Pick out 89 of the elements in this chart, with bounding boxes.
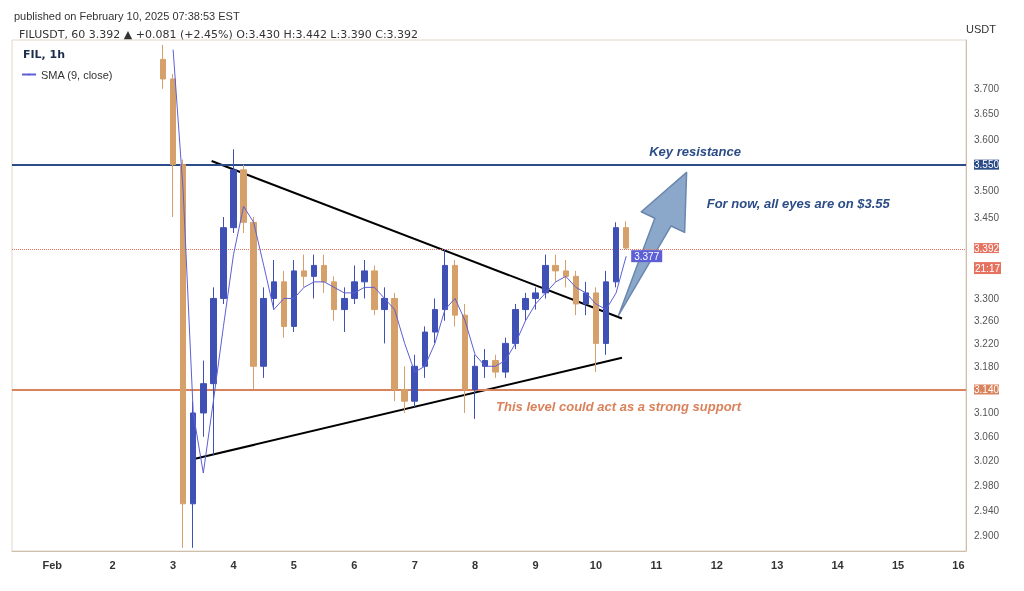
- y-tick-label: 2.980: [974, 479, 1000, 491]
- candlestick: [180, 159, 186, 549]
- candlestick: [613, 221, 619, 288]
- candlestick: [593, 286, 599, 373]
- candlestick: [210, 286, 217, 456]
- candlestick: [230, 148, 237, 234]
- candlestick: [472, 354, 478, 420]
- candlestick: [462, 303, 468, 414]
- candlestick: [573, 270, 579, 316]
- candlestick: [341, 286, 348, 333]
- candlestick: [542, 254, 549, 299]
- x-tick-label: 13: [771, 558, 784, 571]
- candlestick: [552, 254, 559, 283]
- y-tick-label: 3.220: [974, 337, 1000, 349]
- data-label: 3.377: [634, 250, 660, 262]
- candlestick: [391, 292, 398, 402]
- candlestick: [482, 348, 488, 379]
- candlestick: [623, 220, 629, 250]
- candlestick: [422, 325, 428, 379]
- x-tick-label: 7: [411, 558, 418, 571]
- candlestick: [240, 164, 247, 234]
- legend-label: SMA (9, close): [41, 68, 113, 81]
- y-tick-label: 3.260: [974, 315, 1000, 327]
- ref-line-label: Key resistance: [649, 143, 741, 159]
- x-tick-label: Feb: [42, 558, 63, 571]
- candlestick: [512, 303, 519, 350]
- y-tick-label: 3.700: [974, 83, 1000, 95]
- x-tick-label: 3: [170, 558, 177, 571]
- annotation: For now, all eyes are on $3.55: [706, 196, 891, 212]
- candlestick: [281, 270, 287, 339]
- y-tick-label: 2.940: [974, 504, 1000, 516]
- y-tick-label: 3.550: [974, 159, 1000, 171]
- y-tick-label: 3.140: [974, 383, 1000, 395]
- x-tick-label: 4: [230, 558, 238, 571]
- candlestick: [442, 248, 448, 322]
- y-tick-label: 3.500: [974, 185, 1000, 197]
- ref-line-label: This level could act as a strong support: [496, 399, 742, 415]
- candlestick: [401, 365, 408, 414]
- text: 21:17: [975, 262, 1001, 274]
- candlestick: [432, 297, 438, 344]
- x-tick-label: 12: [710, 558, 723, 571]
- y-tick-label: 3.020: [974, 455, 1000, 467]
- x-tick-label: 5: [290, 558, 297, 571]
- y-tick-label: 3.060: [974, 431, 1000, 443]
- y-tick-label: 3.392: [974, 242, 1000, 254]
- candlestick: [351, 264, 358, 305]
- candlestick: [200, 360, 207, 438]
- x-tick-label: 8: [472, 558, 479, 571]
- candlestick: [250, 216, 257, 390]
- y-tick-label: 3.650: [974, 108, 1000, 120]
- candlestick: [371, 264, 378, 316]
- candlestick: [170, 73, 176, 218]
- y-tick-label: 3.600: [974, 133, 1000, 145]
- x-tick-label: 6: [351, 558, 358, 571]
- x-tick-label: 14: [831, 558, 845, 571]
- text: published on February 10, 2025 07:38:53 EST: [14, 9, 240, 22]
- y-tick-label: 3.300: [974, 292, 1000, 304]
- chart-subtitle: FILUSDT, 60 3.392 ▲ +0.081 (+2.45%) O:3.430 H:3.442 L:3.390 C:3.392: [19, 28, 419, 41]
- candlestick: [603, 270, 609, 356]
- candlestick: [331, 275, 337, 322]
- y-tick-label: 3.450: [974, 211, 1000, 223]
- candlestick: [532, 286, 539, 311]
- candlestick: [563, 259, 569, 288]
- text: FIL, 1h: [23, 48, 66, 61]
- x-tick-label: 11: [650, 558, 663, 571]
- candlestick: [411, 354, 418, 408]
- y-tick-label: 3.100: [974, 407, 1000, 419]
- candlestick: [522, 292, 529, 322]
- x-tick-label: 10: [589, 558, 603, 571]
- candlestick: [583, 281, 589, 316]
- candlestick: [502, 337, 509, 379]
- candlestick: [361, 259, 368, 299]
- y-tick-label: 2.900: [974, 529, 1000, 541]
- candlestick: [291, 259, 297, 333]
- candlestick: [321, 254, 327, 294]
- x-tick-label: 2: [109, 558, 116, 571]
- candlestick: [492, 354, 499, 379]
- candlestick: [452, 259, 458, 327]
- candlestick: [260, 286, 267, 379]
- candlestick: [311, 254, 317, 299]
- x-tick-label: 16: [952, 558, 965, 571]
- candlestick: [301, 254, 307, 288]
- candlestick: [381, 286, 388, 344]
- x-tick-label: 9: [532, 558, 539, 571]
- candlestick: [160, 44, 166, 90]
- candlestick: [220, 216, 227, 305]
- x-tick-label: 15: [891, 558, 905, 571]
- y-axis-title: USDT: [966, 22, 997, 35]
- y-tick-label: 3.180: [974, 360, 1000, 372]
